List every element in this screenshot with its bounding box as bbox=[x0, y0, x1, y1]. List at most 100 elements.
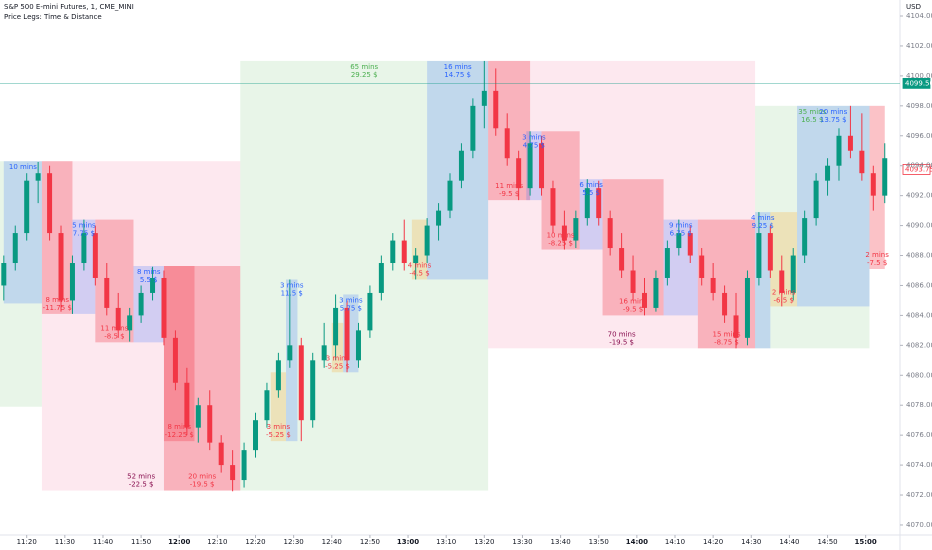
candle-body bbox=[779, 270, 785, 293]
candle-body bbox=[424, 225, 430, 256]
x-tick-label: 11:50 bbox=[131, 538, 151, 546]
leg-label: 9.25 $ bbox=[752, 222, 774, 230]
candle-body bbox=[275, 360, 281, 391]
x-tick-label: 12:00 bbox=[168, 538, 190, 546]
candle-body bbox=[344, 307, 350, 361]
leg-label: 20 mins bbox=[188, 473, 216, 481]
candle-body bbox=[35, 173, 41, 181]
y-tick-label: 4088.00 bbox=[906, 252, 932, 260]
legs bbox=[0, 60, 885, 491]
price-tag bbox=[902, 164, 931, 175]
candle-body bbox=[790, 255, 796, 293]
y-tick-label: 4082.00 bbox=[906, 341, 932, 349]
y-tick-label: 4070.00 bbox=[906, 521, 932, 529]
leg-label: 5.5 $ bbox=[140, 276, 158, 284]
candle-body bbox=[859, 150, 865, 174]
leg-box bbox=[427, 60, 489, 280]
y-tick-label: 4080.00 bbox=[906, 371, 932, 379]
leg-label: -4.5 $ bbox=[409, 269, 429, 277]
x-tick-label: 13:00 bbox=[397, 538, 419, 546]
x-tick-label: 13:40 bbox=[550, 538, 570, 546]
axes: 4099.50 4093.75 4070.00 4072.00 4074.00 4076.… bbox=[0, 12, 932, 546]
leg-label: 70 mins bbox=[608, 330, 636, 338]
candle-body bbox=[550, 188, 556, 226]
leg-box bbox=[869, 105, 885, 269]
candle-body bbox=[870, 173, 876, 196]
leg-label: -8.75 $ bbox=[714, 338, 739, 346]
leg-label: -11.75 $ bbox=[43, 304, 72, 312]
y-tick-label: 4074.00 bbox=[906, 461, 932, 469]
x-tick-label: 12:30 bbox=[284, 538, 304, 546]
leg-label: -5.25 $ bbox=[266, 431, 291, 439]
x-tick-label: 14:40 bbox=[779, 538, 799, 546]
leg-box bbox=[331, 322, 344, 373]
leg-label: 2 mins bbox=[865, 251, 889, 259]
leg-label: -8.25 $ bbox=[548, 240, 573, 248]
candle-body bbox=[481, 90, 487, 106]
candle-body bbox=[127, 315, 133, 331]
x-tick-label: 14:00 bbox=[626, 538, 648, 546]
leg-box bbox=[163, 266, 195, 442]
y-tick-label: 4102.00 bbox=[906, 42, 932, 50]
leg-label: 52 mins bbox=[127, 473, 155, 481]
leg-label: 14.75 $ bbox=[444, 71, 471, 79]
candle-body bbox=[230, 465, 236, 481]
x-tick-label: 12:50 bbox=[360, 538, 380, 546]
leg-label: 2 mins bbox=[772, 288, 796, 296]
leg-label: 16 mins bbox=[444, 63, 472, 71]
candle-body bbox=[802, 218, 808, 256]
candle-body bbox=[355, 330, 361, 361]
x-tick-label: 13:20 bbox=[474, 538, 494, 546]
y-tick-label: 4094.00 bbox=[906, 162, 932, 170]
leg-label: -5.25 $ bbox=[325, 362, 350, 370]
leg-label: 15 mins bbox=[712, 330, 740, 338]
leg-label: -22.5 $ bbox=[129, 481, 154, 489]
chart-title: S&P 500 E-mini Futures, 1, CME_MINI bbox=[4, 3, 134, 11]
y-tick-label: 4086.00 bbox=[906, 281, 932, 289]
leg-box bbox=[41, 161, 73, 314]
candle-body bbox=[527, 143, 533, 189]
leg-label: 11 mins bbox=[100, 324, 128, 332]
y-tick-label: 4084.00 bbox=[906, 311, 932, 319]
leg-label: 35 mins bbox=[798, 108, 826, 116]
price-tag-label: 4099.50 bbox=[905, 79, 932, 87]
candle-body bbox=[767, 233, 773, 271]
candle-body bbox=[744, 277, 750, 338]
candle-body bbox=[184, 382, 190, 428]
candle-body bbox=[69, 263, 75, 301]
y-tick-label: 4100.00 bbox=[906, 72, 932, 80]
leg-label: -7.5 $ bbox=[867, 259, 887, 267]
candle-body bbox=[687, 233, 693, 256]
y-tick-label: 4072.00 bbox=[906, 491, 932, 499]
candle-body bbox=[378, 263, 384, 293]
leg-box bbox=[41, 161, 241, 491]
candle-body bbox=[241, 450, 247, 481]
leg-label: 4 mins bbox=[408, 261, 432, 269]
y-tick-label: 4096.00 bbox=[906, 132, 932, 140]
leg-label: 20 mins bbox=[819, 108, 847, 116]
candle-body bbox=[458, 150, 464, 181]
leg-label: 3 mins bbox=[267, 423, 291, 431]
x-tick-label: 14:20 bbox=[703, 538, 723, 546]
leg-label: 10 mins bbox=[9, 163, 37, 171]
candle-body bbox=[539, 143, 545, 189]
candle-body bbox=[195, 405, 201, 428]
y-tick-label: 4098.00 bbox=[906, 102, 932, 110]
leg-label: 3 mins bbox=[326, 354, 350, 362]
candle-body bbox=[321, 345, 327, 361]
x-tick-label: 14:10 bbox=[665, 538, 685, 546]
x-tick-label: 15:00 bbox=[855, 538, 877, 546]
x-tick-label: 12:20 bbox=[245, 538, 265, 546]
leg-label: 6.75 $ bbox=[670, 230, 692, 238]
candle-body bbox=[401, 240, 407, 264]
x-tick-label: 12:10 bbox=[207, 538, 227, 546]
leg-box bbox=[755, 212, 771, 349]
x-tick-label: 14:50 bbox=[817, 538, 837, 546]
candle-body bbox=[287, 345, 293, 361]
x-tick-label: 11:40 bbox=[93, 538, 113, 546]
leg-box bbox=[797, 105, 870, 307]
candle-body bbox=[1, 263, 7, 286]
y-tick-label: 4104.00 bbox=[906, 12, 932, 20]
